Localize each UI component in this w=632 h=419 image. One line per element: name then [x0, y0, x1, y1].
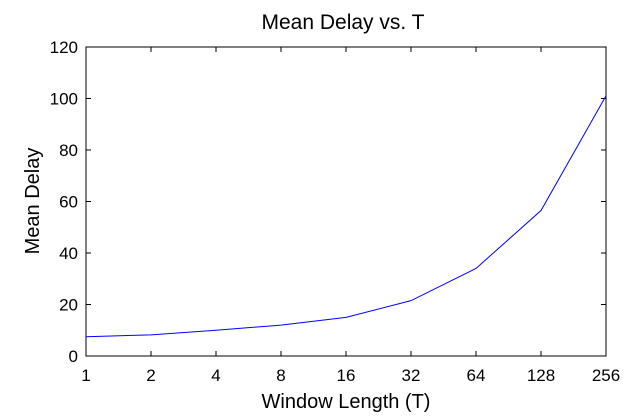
x-tick-label: 8 — [276, 366, 285, 385]
y-tick-label: 0 — [69, 347, 78, 366]
y-axis: 0 20 40 60 80 100 120 — [50, 38, 606, 366]
y-tick-label: 100 — [50, 90, 78, 109]
x-tick-label: 128 — [527, 366, 555, 385]
x-tick-label: 256 — [592, 366, 620, 385]
x-tick-label: 32 — [402, 366, 421, 385]
y-tick-label: 20 — [59, 296, 78, 315]
chart-title: Mean Delay vs. T — [261, 11, 424, 34]
x-axis: 1 2 4 8 16 32 64 128 256 — [81, 47, 620, 385]
y-tick-label: 60 — [59, 193, 78, 212]
series-line-mean-delay — [85, 95, 607, 338]
x-tick-label: 1 — [81, 366, 90, 385]
x-axis-label: Window Length (T) — [262, 391, 431, 413]
x-tick-label: 4 — [211, 366, 220, 385]
x-tick-label: 64 — [467, 366, 486, 385]
x-tick-label: 2 — [146, 366, 155, 385]
x-tick-label: 16 — [337, 366, 356, 385]
y-tick-label: 40 — [59, 244, 78, 263]
y-tick-label: 80 — [59, 141, 78, 160]
y-tick-label: 120 — [50, 38, 78, 57]
y-axis-label: Mean Delay — [22, 148, 44, 255]
